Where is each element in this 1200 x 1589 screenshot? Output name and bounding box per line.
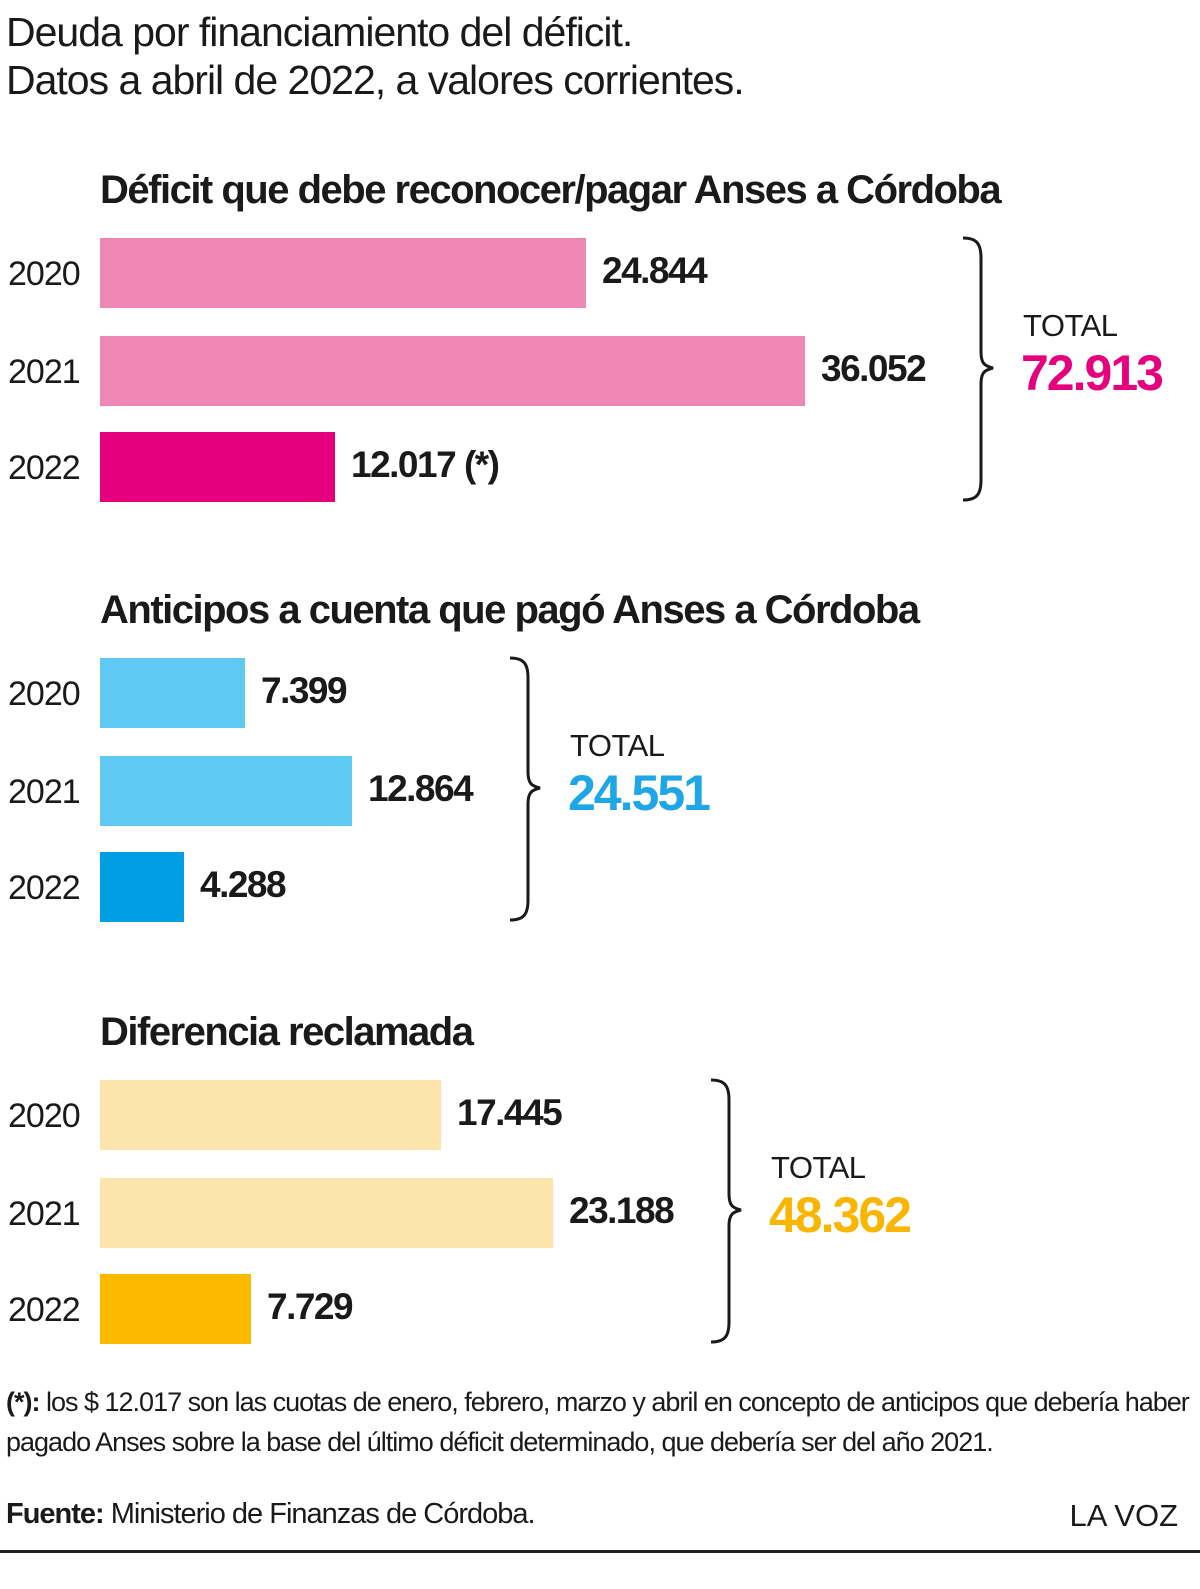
- bar: [100, 852, 184, 922]
- title-line-1: Deuda por financiamiento del déficit.: [6, 9, 633, 55]
- brand-logo-text: LA VOZ: [1069, 1498, 1178, 1533]
- footnote: (*): los $ 12.017 son las cuotas de ener…: [6, 1382, 1196, 1462]
- data-label: 24.844: [602, 250, 708, 291]
- data-label: 7.399: [261, 670, 348, 711]
- chart-panel: Déficit que debe reconocer/pagar Anses a…: [0, 168, 1200, 518]
- bar: [100, 756, 352, 826]
- data-label: 12.864: [368, 768, 474, 809]
- bar: [100, 1274, 251, 1344]
- bar: [100, 1178, 553, 1248]
- panel-title: Anticipos a cuenta que pagó Anses a Córd…: [100, 588, 920, 632]
- total-brace: [710, 1078, 742, 1344]
- total-label: TOTAL: [771, 1150, 866, 1185]
- category-label: 2021: [8, 773, 81, 811]
- bottom-rule: [0, 1550, 1200, 1553]
- panel-title: Diferencia reclamada: [100, 1010, 474, 1054]
- total-label: TOTAL: [1023, 308, 1118, 343]
- category-label: 2020: [8, 675, 81, 713]
- source-label: Fuente:: [6, 1498, 105, 1530]
- chart-panel: Diferencia reclamada 2020 17.445 2021 23.188…: [0, 1010, 1200, 1360]
- source-text: Ministerio de Finanzas de Córdoba.: [103, 1498, 536, 1530]
- bar: [100, 1080, 441, 1150]
- bar: [100, 432, 335, 502]
- total-value: 24.551: [568, 765, 711, 821]
- category-label: 2020: [8, 255, 81, 293]
- title-line-2: Datos a abril de 2022, a valores corrien…: [6, 57, 745, 103]
- category-label: 2021: [8, 353, 81, 391]
- total-value: 48.362: [769, 1187, 912, 1243]
- total-brace: [962, 236, 994, 502]
- total-brace: [509, 656, 541, 922]
- total-label: TOTAL: [570, 728, 665, 763]
- category-label: 2020: [8, 1097, 81, 1135]
- data-label: 7.729: [267, 1286, 354, 1327]
- data-label: 17.445: [457, 1092, 563, 1133]
- data-label: 12.017 (*): [351, 444, 500, 485]
- category-label: 2022: [8, 449, 81, 487]
- category-label: 2022: [8, 1291, 81, 1329]
- footnote-marker: (*):: [6, 1387, 40, 1417]
- chart-panel: Anticipos a cuenta que pagó Anses a Córd…: [0, 588, 1200, 938]
- bar: [100, 238, 586, 308]
- bar: [100, 658, 245, 728]
- data-label: 4.288: [200, 864, 287, 905]
- data-label: 36.052: [821, 348, 927, 389]
- data-label: 23.188: [569, 1190, 675, 1231]
- category-label: 2021: [8, 1195, 81, 1233]
- panel-title: Déficit que debe reconocer/pagar Anses a…: [100, 168, 1002, 212]
- footnote-text: los $ 12.017 son las cuotas de enero, fe…: [6, 1387, 1190, 1457]
- total-value: 72.913: [1021, 345, 1164, 401]
- category-label: 2022: [8, 869, 81, 907]
- chart-title: Deuda por financiamiento del déficit. Da…: [6, 8, 745, 104]
- source-credit: Fuente: Ministerio de Finanzas de Córdob…: [6, 1498, 536, 1531]
- bar: [100, 336, 805, 406]
